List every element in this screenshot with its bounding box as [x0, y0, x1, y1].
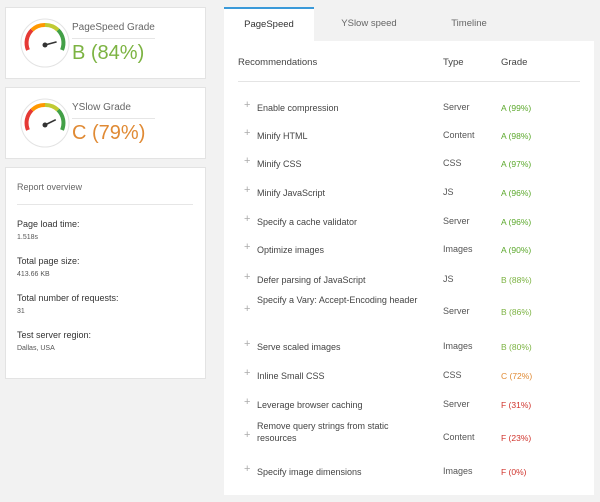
recommendations-header: Recommendations: [238, 57, 318, 68]
grade-header: Grade: [501, 57, 528, 68]
recommendation-name[interactable]: Specify a Vary: Accept-Encoding header: [257, 295, 418, 305]
recommendation-grade: F (0%): [501, 467, 527, 477]
recommendation-name[interactable]: Inline Small CSS: [257, 371, 325, 381]
pagespeed-gauge-icon: [20, 18, 70, 68]
recommendation-name[interactable]: Serve scaled images: [257, 342, 341, 352]
table-row[interactable]: + Remove query strings from static resour…: [224, 421, 594, 451]
recommendation-type: Images: [443, 466, 473, 476]
recommendation-grade: A (97%): [501, 159, 532, 169]
yslow-grade-label: YSlow Grade: [72, 102, 131, 113]
recommendation-type: Server: [443, 399, 470, 409]
recommendation-type: Server: [443, 102, 470, 112]
recommendation-name[interactable]: Minify JavaScript: [257, 188, 326, 198]
plus-icon[interactable]: +: [244, 271, 251, 283]
recommendation-type: JS: [443, 187, 454, 197]
recommendation-name[interactable]: Specify a cache validator: [257, 217, 358, 227]
table-row[interactable]: + Inline Small CSS CSS C (72%): [224, 367, 594, 383]
table-row[interactable]: + Specify a Vary: Accept-Encoding header S…: [224, 295, 594, 325]
recommendation-grade: A (98%): [501, 131, 532, 141]
tab-timeline[interactable]: Timeline: [451, 18, 487, 29]
plus-icon[interactable]: +: [244, 155, 251, 167]
table-row[interactable]: + Serve scaled images Images B (80%): [224, 338, 594, 354]
table-row[interactable]: + Minify JavaScript JS A (96%): [224, 184, 594, 200]
plus-icon[interactable]: +: [244, 99, 251, 111]
page-load-time-label: Page load time:: [17, 219, 80, 229]
recommendation-name[interactable]: Minify HTML: [257, 131, 308, 141]
divider: [238, 81, 580, 82]
plus-icon[interactable]: +: [244, 303, 251, 315]
pagespeed-grade-card: PageSpeed Grade B (84%): [5, 7, 206, 79]
report-overview-card: Report overview Page load time: 1.518s T…: [5, 167, 206, 379]
table-row[interactable]: + Minify HTML Content A (98%): [224, 127, 594, 143]
recommendation-grade: B (88%): [501, 275, 532, 285]
recommendation-type: Server: [443, 216, 470, 226]
divider: [17, 204, 193, 205]
plus-icon[interactable]: +: [244, 367, 251, 379]
recommendation-type: Content: [443, 130, 475, 140]
table-row[interactable]: + Defer parsing of JavaScript JS B (88%): [224, 271, 594, 287]
plus-icon[interactable]: +: [244, 396, 251, 408]
table-row[interactable]: + Specify image dimensions Images F (0%): [224, 463, 594, 479]
plus-icon[interactable]: +: [244, 338, 251, 350]
pagespeed-grade-value: B (84%): [72, 42, 145, 64]
plus-icon[interactable]: +: [244, 127, 251, 139]
recommendation-grade: B (80%): [501, 342, 532, 352]
tab-pagespeed[interactable]: PageSpeed: [224, 7, 314, 41]
plus-icon[interactable]: +: [244, 184, 251, 196]
report-overview-title: Report overview: [17, 182, 83, 192]
yslow-gauge-icon: [20, 98, 70, 148]
total-requests-label: Total number of requests:: [17, 293, 119, 303]
plus-icon[interactable]: +: [244, 213, 251, 225]
recommendation-grade: F (31%): [501, 400, 532, 410]
recommendation-grade: F (23%): [501, 433, 532, 443]
recommendation-grade: A (96%): [501, 217, 532, 227]
recommendation-name[interactable]: Remove query strings from static resourc…: [257, 421, 389, 443]
recommendation-grade: A (90%): [501, 245, 532, 255]
recommendation-name[interactable]: Defer parsing of JavaScript: [257, 275, 366, 285]
total-page-size-label: Total page size:: [17, 256, 80, 266]
plus-icon[interactable]: +: [244, 241, 251, 253]
recommendation-type: Images: [443, 341, 473, 351]
total-page-size-value: 413.66 KB: [17, 271, 50, 278]
test-server-region-label: Test server region:: [17, 330, 92, 340]
results-panel: PageSpeed YSlow speed Timeline Recommend…: [224, 7, 594, 495]
recommendation-type: Server: [443, 306, 470, 316]
table-row[interactable]: + Minify CSS CSS A (97%): [224, 155, 594, 171]
recommendation-grade: A (96%): [501, 188, 532, 198]
plus-icon[interactable]: +: [244, 429, 251, 441]
test-server-region-value: Dallas, USA: [17, 345, 55, 352]
recommendation-name[interactable]: Leverage browser caching: [257, 400, 363, 410]
yslow-grade-card: YSlow Grade C (79%): [5, 87, 206, 159]
pagespeed-grade-label: PageSpeed Grade: [72, 22, 155, 33]
divider: [72, 118, 155, 119]
recommendation-grade: B (86%): [501, 307, 532, 317]
table-row[interactable]: + Leverage browser caching Server F (31%): [224, 396, 594, 412]
divider: [72, 38, 155, 39]
plus-icon[interactable]: +: [244, 463, 251, 475]
recommendation-type: CSS: [443, 158, 462, 168]
table-row[interactable]: + Specify a cache validator Server A (96%): [224, 213, 594, 229]
recommendation-type: CSS: [443, 370, 462, 380]
recommendation-name[interactable]: Specify image dimensions: [257, 467, 362, 477]
recommendation-name[interactable]: Optimize images: [257, 245, 325, 255]
recommendation-grade: C (72%): [501, 371, 533, 381]
recommendations-table: Recommendations Type Grade + Enable compr…: [224, 41, 594, 495]
recommendation-grade: A (99%): [501, 103, 532, 113]
recommendation-type: JS: [443, 274, 454, 284]
recommendation-type: Images: [443, 244, 473, 254]
tab-yslow-speed[interactable]: YSlow speed: [341, 18, 397, 29]
table-row[interactable]: + Optimize images Images A (90%): [224, 241, 594, 257]
type-header: Type: [443, 57, 464, 68]
recommendation-type: Content: [443, 432, 475, 442]
recommendation-name[interactable]: Minify CSS: [257, 159, 302, 169]
tab-bar: PageSpeed YSlow speed Timeline: [224, 7, 594, 41]
recommendation-name[interactable]: Enable compression: [257, 103, 339, 113]
table-row[interactable]: + Enable compression Server A (99%): [224, 99, 594, 115]
page-load-time-value: 1.518s: [17, 234, 39, 241]
yslow-grade-value: C (79%): [72, 122, 146, 144]
total-requests-value: 31: [17, 308, 25, 315]
